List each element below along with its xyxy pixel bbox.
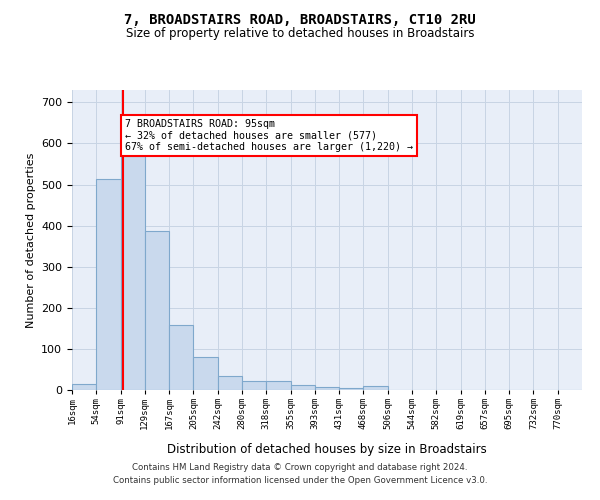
Bar	[339, 388, 364, 390]
Bar	[242, 381, 266, 390]
Bar	[364, 386, 388, 390]
Text: Contains public sector information licensed under the Open Government Licence v3: Contains public sector information licen…	[113, 476, 487, 485]
Text: Size of property relative to detached houses in Broadstairs: Size of property relative to detached ho…	[126, 28, 474, 40]
Bar	[169, 326, 193, 390]
Bar	[193, 357, 218, 390]
Bar	[266, 381, 290, 390]
Bar	[96, 179, 121, 390]
Bar	[315, 387, 339, 390]
Text: Contains HM Land Registry data © Crown copyright and database right 2024.: Contains HM Land Registry data © Crown c…	[132, 464, 468, 472]
Bar	[145, 230, 169, 390]
Y-axis label: Number of detached properties: Number of detached properties	[26, 152, 35, 328]
Bar	[218, 376, 242, 390]
Text: 7, BROADSTAIRS ROAD, BROADSTAIRS, CT10 2RU: 7, BROADSTAIRS ROAD, BROADSTAIRS, CT10 2…	[124, 12, 476, 26]
Text: 7 BROADSTAIRS ROAD: 95sqm
← 32% of detached houses are smaller (577)
67% of semi: 7 BROADSTAIRS ROAD: 95sqm ← 32% of detac…	[125, 119, 413, 152]
Bar	[290, 385, 315, 390]
Text: Distribution of detached houses by size in Broadstairs: Distribution of detached houses by size …	[167, 442, 487, 456]
Bar	[121, 156, 145, 390]
Bar	[72, 384, 96, 390]
